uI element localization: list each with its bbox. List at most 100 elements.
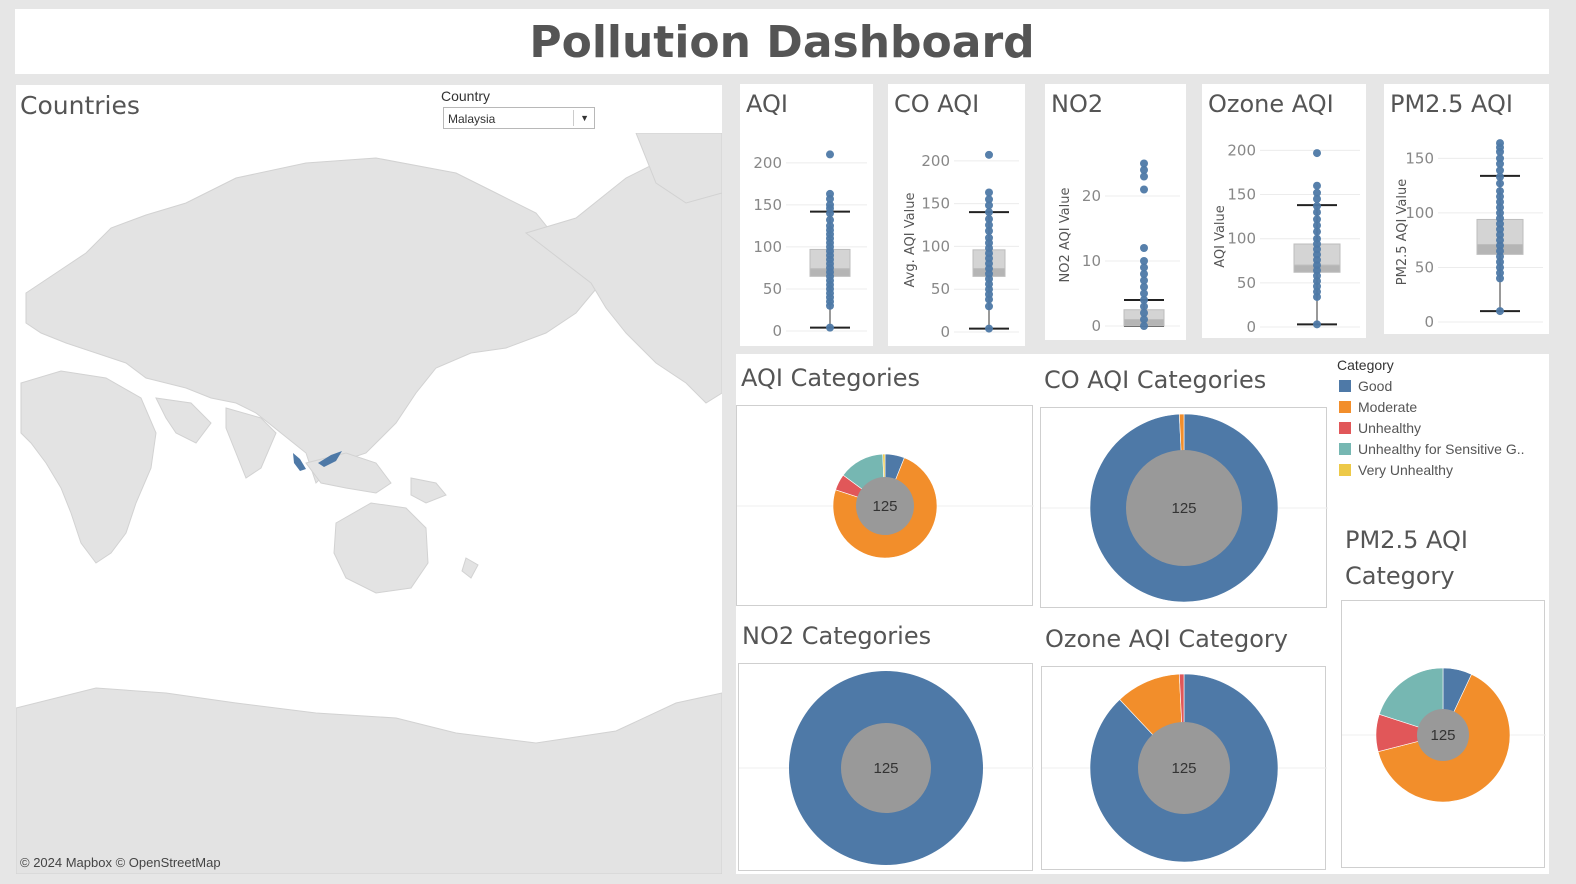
donut-center-label: 125 xyxy=(1430,727,1455,744)
landmass-south-asia xyxy=(155,397,277,479)
data-point xyxy=(1496,274,1504,283)
peninsular-malaysia xyxy=(293,453,306,471)
malaysia-highlight[interactable] xyxy=(293,451,342,471)
map-panel[interactable]: Countries Country Malaysia ▼ xyxy=(16,85,722,874)
data-point xyxy=(826,301,834,310)
landmass-new-zealand xyxy=(461,557,479,579)
data-point xyxy=(985,215,993,224)
co-aqi-categories-title: CO AQI Categories xyxy=(1044,366,1267,394)
legend-swatch-good xyxy=(1339,380,1351,392)
tick-label: 20 xyxy=(1082,187,1101,205)
no2-boxplot-title: NO2 xyxy=(1051,90,1104,118)
landmass-eurasia xyxy=(25,157,602,484)
ozone-aqi-category-frame[interactable]: 125 xyxy=(1041,666,1327,871)
data-point xyxy=(1140,172,1148,181)
legend-swatch-unhealthy-sensitive xyxy=(1339,443,1351,455)
country-filter-dropdown[interactable]: Malaysia ▼ xyxy=(443,107,595,129)
data-point xyxy=(985,295,993,304)
tick-label: 50 xyxy=(763,280,782,298)
pm25-aqi-boxplot-panel[interactable]: PM2.5 AQI 0 50 100 150 PM2.5 AQI Value xyxy=(1384,84,1549,334)
data-point xyxy=(1496,159,1504,168)
ozone-aqi-boxplot-panel[interactable]: Ozone AQI 0 50 100 150 200 AQI Value xyxy=(1202,84,1366,338)
pm25-aqi-category-frame[interactable]: 125 xyxy=(1341,600,1546,869)
data-point xyxy=(1313,221,1321,230)
axis-label: AQI Value xyxy=(1213,205,1228,268)
data-point xyxy=(1496,166,1504,175)
ozone-aqi-category-donut[interactable]: 125 xyxy=(1042,667,1327,871)
data-point xyxy=(1496,147,1504,156)
co-aqi-categories-donut[interactable]: 125 xyxy=(1041,408,1328,609)
legend-item-very-unhealthy[interactable]: Very Unhealthy xyxy=(1339,462,1453,480)
no2-categories-title: NO2 Categories xyxy=(742,622,932,650)
legend-item-unhealthy[interactable]: Unhealthy xyxy=(1339,420,1421,438)
axis-label: NO2 AQI Value xyxy=(1058,188,1073,283)
aqi-categories-donut[interactable]: 125 xyxy=(737,406,1034,607)
data-point xyxy=(1313,194,1321,203)
legend-label-good: Good xyxy=(1358,378,1393,394)
tick-label: 0 xyxy=(1091,317,1101,335)
east-malaysia xyxy=(318,451,342,467)
legend-item-unhealthy-sensitive[interactable]: Unhealthy for Sensitive G.. xyxy=(1339,441,1525,459)
data-point xyxy=(1140,166,1148,174)
data-point xyxy=(1140,309,1148,317)
chevron-down-icon[interactable]: ▼ xyxy=(580,113,589,123)
tick-label: 100 xyxy=(1227,230,1256,248)
data-point xyxy=(1496,307,1504,316)
no2-categories-donut[interactable]: 125 xyxy=(739,664,1034,872)
map-attribution[interactable]: © 2024 Mapbox © OpenStreetMap xyxy=(20,855,221,870)
data-point xyxy=(1140,263,1148,272)
co-aqi-boxplot[interactable]: 0 50 100 150 200 Avg. AQI Value xyxy=(888,84,1025,346)
data-point xyxy=(826,216,834,224)
aqi-categories-title: AQI Categories xyxy=(741,364,920,392)
co-aqi-boxplot-panel[interactable]: CO AQI 0 50 100 150 200 Avg. AQI Value xyxy=(888,84,1025,346)
no2-categories-frame[interactable]: 125 xyxy=(738,663,1034,872)
co-aqi-boxplot-title: CO AQI xyxy=(894,90,980,118)
tick-label: 100 xyxy=(1405,204,1434,222)
landmass-southeast-asia xyxy=(305,452,447,504)
data-point xyxy=(1313,188,1321,197)
co-aqi-categories-frame[interactable]: 125 xyxy=(1040,407,1328,609)
tick-label: 150 xyxy=(1405,149,1434,167)
aqi-boxplot-panel[interactable]: AQI 0 50 100 150 200 xyxy=(740,84,873,346)
tick-label: 150 xyxy=(921,195,950,213)
data-point xyxy=(985,227,993,236)
pm25-aqi-category-title: PM2.5 AQI Category xyxy=(1345,526,1468,590)
tick-label: 150 xyxy=(753,196,782,214)
data-point xyxy=(826,150,834,159)
aqi-categories-frame[interactable]: 125 xyxy=(736,405,1034,607)
tick-label: 50 xyxy=(1237,274,1256,292)
landmass-africa xyxy=(20,370,157,564)
legend-label-unhealthy: Unhealthy xyxy=(1358,420,1422,436)
data-point xyxy=(1313,181,1321,190)
data-point xyxy=(1140,283,1148,291)
pm25-aqi-boxplot[interactable]: 0 50 100 150 PM2.5 AQI Value xyxy=(1384,84,1549,334)
legend-swatch-moderate xyxy=(1339,401,1351,413)
data-point xyxy=(1140,159,1148,168)
data-point xyxy=(826,194,834,203)
aqi-boxplot-title: AQI xyxy=(746,90,788,118)
aqi-boxplot[interactable]: 0 50 100 150 200 xyxy=(740,84,873,346)
legend-item-good[interactable]: Good xyxy=(1339,378,1392,396)
ozone-aqi-boxplot[interactable]: 0 50 100 150 200 AQI Value xyxy=(1202,84,1366,338)
data-point xyxy=(1140,270,1148,278)
donut-center xyxy=(1126,450,1242,566)
map-land xyxy=(16,133,722,874)
data-point xyxy=(1140,185,1148,194)
data-point xyxy=(985,324,993,333)
no2-boxplot-panel[interactable]: NO2 0 10 20 NO2 AQI Value xyxy=(1045,84,1186,340)
donut-center xyxy=(1138,722,1230,814)
tick-label: 0 xyxy=(772,322,782,340)
data-point xyxy=(1313,292,1321,301)
legend-item-moderate[interactable]: Moderate xyxy=(1339,399,1417,417)
tick-label: 0 xyxy=(1424,313,1434,331)
world-map[interactable] xyxy=(16,133,722,874)
tick-label: 150 xyxy=(1227,186,1256,204)
axis-label: PM2.5 AQI Value xyxy=(1395,179,1410,285)
donut-center xyxy=(841,723,931,813)
pm25-aqi-category-donut[interactable]: 125 xyxy=(1342,601,1546,869)
legend-swatch-very-unhealthy xyxy=(1339,464,1351,476)
data-point xyxy=(826,209,834,218)
no2-boxplot[interactable]: 0 10 20 NO2 AQI Value xyxy=(1045,84,1186,340)
tick-label: 200 xyxy=(1227,141,1256,159)
data-point xyxy=(1140,289,1148,298)
